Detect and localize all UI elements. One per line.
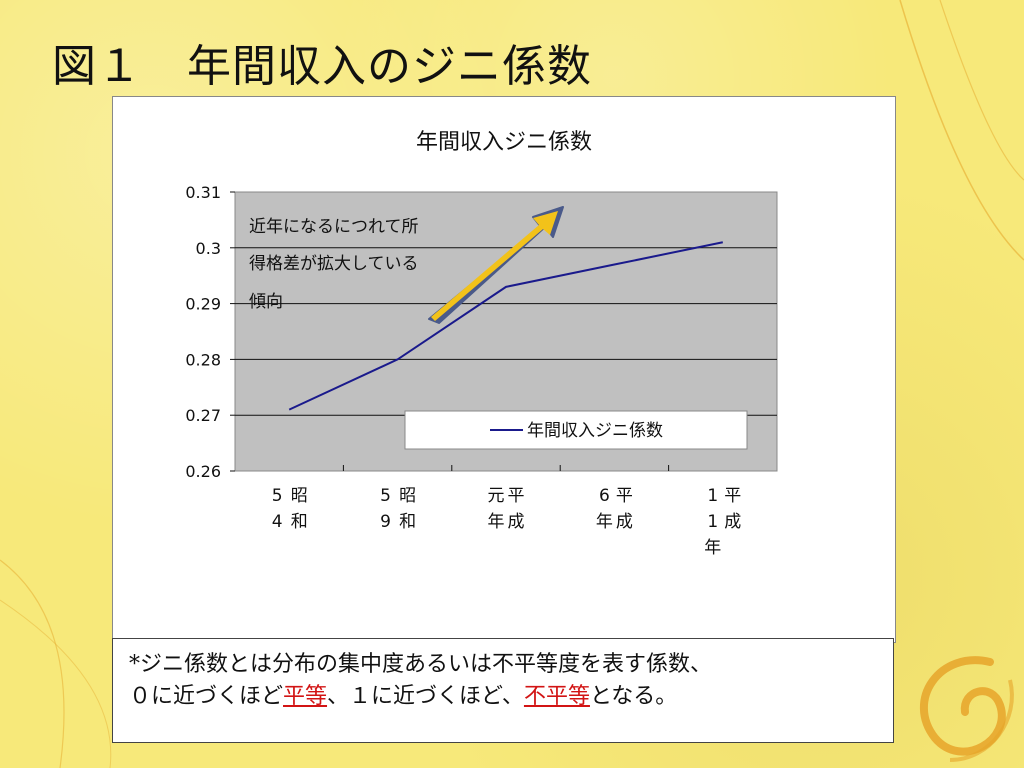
x-tick-char: 1 (707, 486, 718, 506)
x-tick-char: 昭 (291, 486, 308, 506)
swirl-logo-icon (920, 656, 1014, 762)
annotation-text: 近年になるにつれて所 得格差が拡大している 傾向 (249, 217, 419, 312)
chart-legend: 年間収入ジニ係数 (404, 410, 748, 450)
note-highlight-unequal: 不平等 (523, 684, 590, 709)
x-tick-label: 5 4昭和 (272, 486, 308, 532)
note-line-2: ０に近づくほど平等、１に近づくほど、不平等となる。 (129, 681, 877, 713)
y-tick-label: 0.28 (185, 350, 221, 369)
legend-label: 年間収入ジニ係数 (527, 421, 663, 441)
x-tick-char: 5 (380, 486, 391, 506)
note-text-a: ０に近づくほど (129, 684, 284, 709)
x-tick-char: 年 (488, 512, 505, 532)
x-tick-char: 成 (616, 512, 633, 532)
annotation-line-3: 傾向 (249, 292, 283, 312)
note-line-1: *ジニ係数とは分布の集中度あるいは不平等度を表す係数、 (129, 652, 713, 677)
y-tick-label: 0.29 (185, 295, 221, 314)
annotation-line-1: 近年になるにつれて所 (249, 217, 419, 237)
annotation-line-2: 得格差が拡大している (249, 254, 419, 274)
trend-arrow-icon (428, 206, 564, 324)
x-tick-char: 年 (596, 512, 613, 532)
x-tick-char: 平 (616, 486, 633, 506)
x-tick-char: 和 (399, 512, 416, 532)
x-tick-char: 4 (272, 512, 283, 532)
x-tick-char: 平 (724, 486, 741, 506)
note-highlight-equal: 平等 (283, 684, 328, 709)
x-tick-char: 成 (508, 512, 525, 532)
x-tick-char: 元 (488, 486, 505, 506)
x-tick-char: 平 (508, 486, 525, 506)
chart-title: 年間収入ジニ係数 (416, 130, 592, 155)
x-tick-char: 昭 (399, 486, 416, 506)
series-line (288, 241, 724, 411)
x-tick-char: 6 (599, 486, 610, 506)
y-tick-label: 0.26 (185, 462, 221, 481)
series-lines (288, 241, 724, 411)
note-text-b: 、１に近づくほど、 (327, 684, 524, 709)
x-tick-char: 和 (291, 512, 308, 532)
x-tick-label: 5 9昭和 (380, 486, 416, 532)
y-tick-label: 0.31 (185, 183, 221, 202)
slide-title: 図１ 年間収入のジニ係数 (52, 41, 592, 92)
gini-note: *ジニ係数とは分布の集中度あるいは不平等度を表す係数、 ０に近づくほど平等、１に… (112, 638, 894, 743)
x-tick-char: 5 (272, 486, 283, 506)
x-tick-label: 1 1 年 平成 (704, 486, 741, 558)
y-tick-label: 0.27 (185, 406, 221, 425)
x-tick-label: 6 年平成 (596, 486, 633, 532)
x-tick-char: 9 (380, 512, 391, 532)
x-tick-char: 年 (704, 538, 721, 558)
y-axis-ticks: 0.31 0.3 0.29 0.28 0.27 0.26 (185, 183, 235, 481)
y-tick-label: 0.3 (196, 239, 221, 258)
x-tick-char: 1 (707, 512, 718, 532)
gini-line-chart: 年間収入ジニ係数 0.310.30.290.280.270.26 54昭和59昭… (185, 130, 778, 558)
note-text-c: となる。 (589, 684, 678, 709)
x-tick-char: 成 (724, 512, 741, 532)
